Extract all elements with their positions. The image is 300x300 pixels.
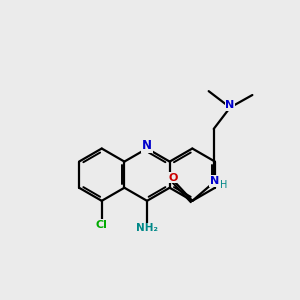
- Text: N: N: [142, 139, 152, 152]
- Text: N: N: [210, 176, 219, 186]
- Text: H: H: [220, 180, 227, 190]
- Text: NH₂: NH₂: [136, 224, 158, 233]
- Text: N: N: [226, 100, 235, 110]
- Text: O: O: [168, 172, 178, 183]
- Text: Cl: Cl: [96, 220, 108, 230]
